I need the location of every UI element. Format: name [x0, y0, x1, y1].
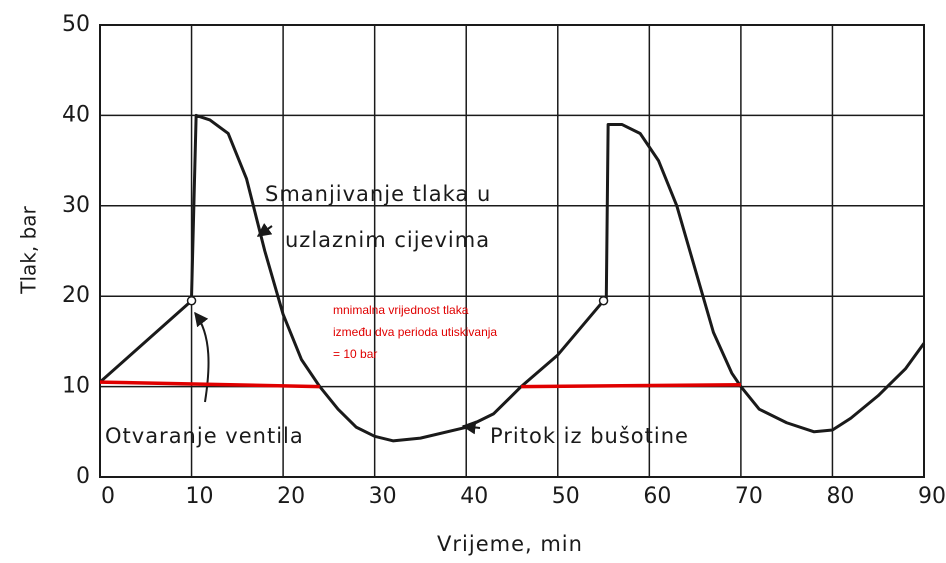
arrow [194, 311, 210, 403]
x-tick-label: 80 [826, 484, 854, 509]
y-tick-label: 40 [62, 102, 90, 127]
annotation: Smanjivanje tlaka u [265, 182, 491, 206]
x-tick-label: 40 [460, 484, 488, 509]
y-tick-label: 20 [62, 283, 90, 308]
x-tick-label: 70 [735, 484, 763, 509]
plot-frame [99, 24, 925, 478]
x-tick-label: 50 [552, 484, 580, 509]
x-tick-label: 60 [643, 484, 671, 509]
annotation: mnimalna vrijednost tlaka [333, 303, 469, 317]
marker [598, 295, 609, 306]
x-tick-label: 10 [186, 484, 214, 509]
marker [186, 295, 197, 306]
annotation: između dva perioda utiskivanja [333, 325, 497, 339]
y-tick-label: 50 [62, 12, 90, 37]
x-tick-label: 20 [277, 484, 305, 509]
x-tick-label: 0 [101, 484, 115, 509]
x-axis-label: Vrijeme, min [437, 532, 583, 556]
line [521, 383, 741, 389]
x-tick-label: 90 [918, 484, 946, 509]
y-tick-label: 0 [76, 464, 90, 489]
y-axis-label: Tlak, bar [17, 205, 41, 294]
annotation: = 10 bar [333, 347, 377, 361]
annotation: Pritok iz bušotine [490, 424, 689, 448]
x-tick-label: 30 [369, 484, 397, 509]
y-tick-label: 30 [62, 193, 90, 218]
y-tick-label: 10 [62, 374, 90, 399]
annotation: Otvaranje ventila [105, 424, 304, 448]
line [99, 113, 926, 443]
annotation: uzlaznim cijevima [285, 228, 490, 252]
line [99, 380, 320, 389]
